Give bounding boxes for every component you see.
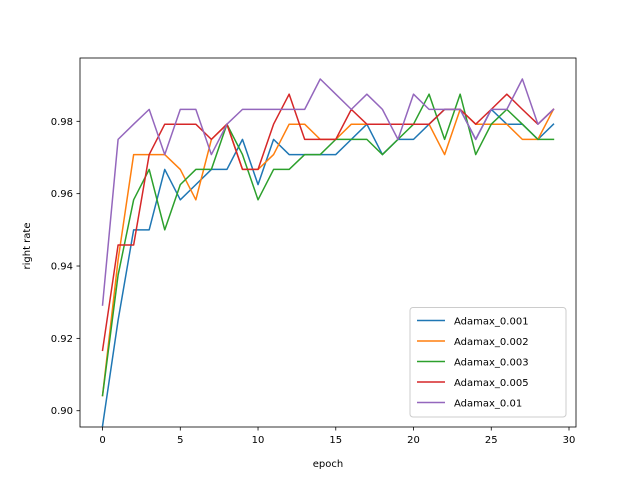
legend-label-5: Adamax_0.01 — [454, 399, 522, 410]
y-tick-label: 0.90 — [51, 406, 73, 417]
y-tick-label: 0.98 — [51, 117, 73, 128]
y-tick-label: 0.92 — [51, 334, 73, 345]
legend-label-3: Adamax_0.003 — [454, 358, 529, 369]
legend-label-4: Adamax_0.005 — [454, 378, 529, 389]
x-tick-label: 15 — [329, 435, 342, 446]
y-tick-label: 0.96 — [51, 189, 73, 200]
y-axis-label: right rate — [22, 223, 33, 270]
x-tick-label: 0 — [99, 435, 105, 446]
axes-frame — [79, 57, 577, 428]
plot-area: 0 5 10 15 20 25 30 0.90 0.92 0.94 0.96 0.98 Adamax_0… — [51, 57, 577, 446]
legend-label-2: Adamax_0.002 — [454, 337, 529, 348]
x-tick-label: 30 — [563, 435, 576, 446]
x-tick-label: 25 — [485, 435, 498, 446]
series-line-5 — [101, 78, 555, 306]
series-line-4 — [101, 93, 555, 352]
x-tick-label: 10 — [252, 435, 265, 446]
series-line-3 — [101, 93, 555, 397]
y-tick-label: 0.94 — [51, 262, 73, 273]
x-tick-label: 20 — [407, 435, 420, 446]
legend-label-1: Adamax_0.001 — [454, 317, 529, 328]
x-axis-label: epoch — [313, 459, 343, 470]
legend-box — [409, 307, 567, 418]
x-tick-label: 5 — [177, 435, 183, 446]
